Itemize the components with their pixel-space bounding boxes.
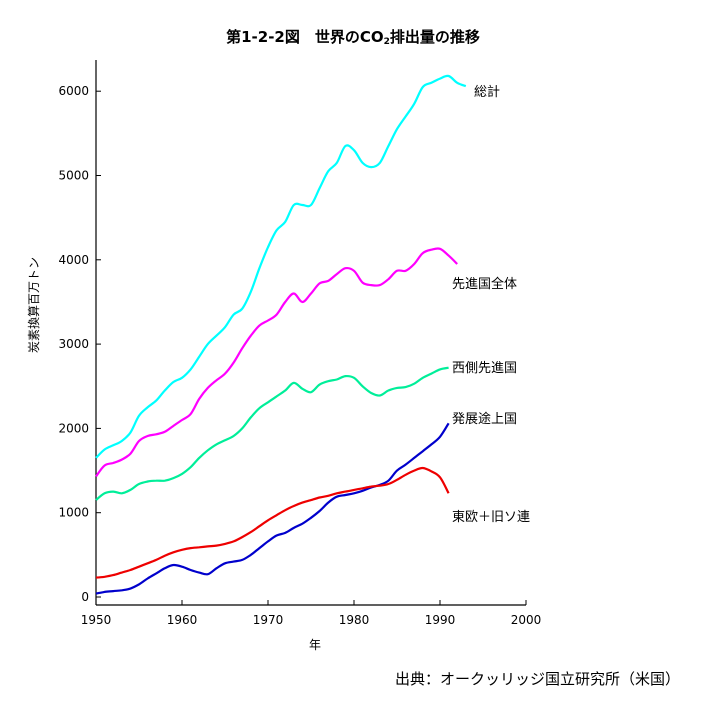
- developed-countries-line: [95, 247, 458, 478]
- x-tick-label: 1990: [425, 613, 456, 627]
- x-tick-label: 1980: [339, 613, 370, 627]
- chart-title-subscript: 2: [383, 37, 390, 47]
- eastern-europe-ussr-label: 東欧＋旧ソ連: [452, 509, 530, 525]
- chart-title-prefix: 第1-2-2図 世界のCO: [226, 28, 384, 46]
- chart-title: 第1-2-2図 世界のCO2排出量の推移: [0, 26, 706, 47]
- y-tick-label: 3000: [58, 337, 89, 351]
- y-tick-label: 5000: [58, 169, 89, 183]
- y-tick-label: 6000: [58, 84, 89, 98]
- x-tick-label: 2000: [511, 613, 542, 627]
- y-axis-title: 炭素換算百万トン: [26, 257, 41, 353]
- western-developed-line: [95, 366, 449, 501]
- y-tick-label: 2000: [58, 421, 89, 435]
- x-tick-label: 1950: [81, 613, 112, 627]
- x-tick-label: 1960: [167, 613, 198, 627]
- chart-ticks: 0 1000 2000 3000 4000 5000 6000 1950 1960 1970 198…: [58, 84, 541, 627]
- developing-countries-line: [95, 422, 450, 595]
- total-emissions-line: [95, 74, 467, 459]
- x-tick-label: 1970: [253, 613, 284, 627]
- total-emissions-label: 総計: [474, 84, 500, 100]
- y-tick-label: 1000: [58, 506, 89, 520]
- chart-series-lines: [95, 74, 467, 595]
- x-axis-title: 年: [309, 638, 321, 652]
- developed-countries-label: 先進国全体: [452, 276, 517, 292]
- y-tick-label: 4000: [58, 253, 89, 267]
- source-note: 出典：オークッリッジ国立研究所（米国）: [394, 670, 680, 688]
- developing-countries-label: 発展途上国: [452, 411, 517, 427]
- y-tick-label: 0: [81, 590, 89, 604]
- eastern-europe-ussr-line: [95, 466, 450, 579]
- chart-title-suffix: 排出量の推移: [389, 28, 480, 46]
- western-developed-label: 西側先進国: [452, 361, 517, 376]
- chart-axes: [95, 60, 526, 606]
